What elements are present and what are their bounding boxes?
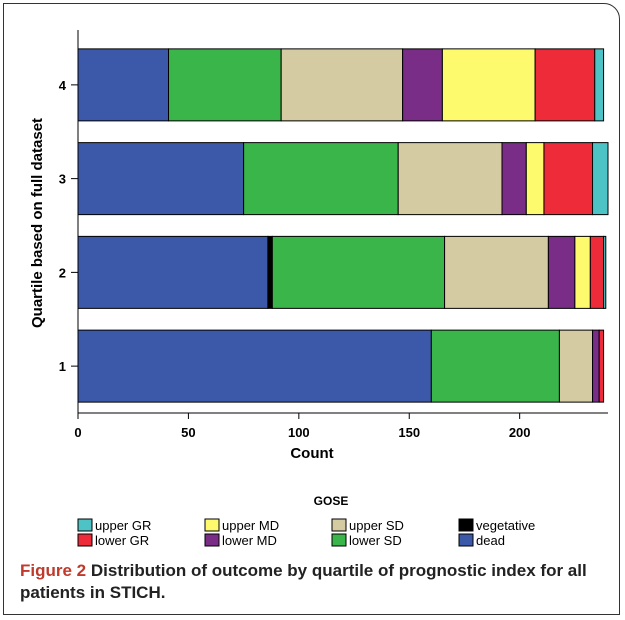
- bar-segment-2-upper-GR: [603, 235, 607, 309]
- bar-segment-1-lower-GR: [598, 329, 605, 403]
- bar-segment-1-lower-SD: [430, 329, 560, 403]
- bar-segment-2-lower-GR: [589, 235, 605, 309]
- legend-label-upper-MD: upper MD: [222, 518, 279, 533]
- y-axis-label: Quartile based on full dataset: [29, 118, 46, 328]
- x-tick-label-200: 200: [509, 425, 531, 440]
- bar-segment-4-lower-SD: [168, 48, 282, 122]
- bars-layer: 4 3 2 1: [59, 48, 609, 403]
- bar-segment-3-dead: [77, 142, 245, 216]
- legend-label-lower-GR: lower GR: [95, 533, 149, 548]
- legend: upper GR upper MD upper SD vegetative lower …: [77, 518, 535, 548]
- legend-swatch-upper-MD: [204, 518, 220, 532]
- bar-segment-1-upper-SD: [558, 329, 594, 403]
- bar-segment-3-lower-GR: [543, 142, 594, 216]
- legend-swatch-lower-MD: [204, 533, 220, 547]
- x-tick-label-150: 150: [398, 425, 420, 440]
- legend-label-upper-GR: upper GR: [95, 518, 151, 533]
- legend-title: GOSE: [314, 494, 349, 508]
- bar-segment-3-upper-SD: [397, 142, 503, 216]
- bar-segment-3-upper-MD: [525, 142, 545, 216]
- bar-segment-2-upper-MD: [574, 235, 591, 309]
- bar-segment-2-upper-SD: [444, 235, 549, 309]
- x-tick-label-100: 100: [288, 425, 310, 440]
- x-axis-label: Count: [290, 445, 333, 462]
- figure-caption: Figure 2 Distribution of outcome by quar…: [20, 560, 610, 604]
- x-tick-label-50: 50: [181, 425, 195, 440]
- bar-segment-2-vegetative: [267, 235, 273, 309]
- stacked-bar-chart: 4 3 2 1 0 50 100 150 200 Count Quartile based o…: [29, 30, 609, 548]
- legend-swatch-upper-GR: [77, 518, 93, 532]
- y-tick-label-4: 4: [59, 78, 67, 93]
- legend-swatch-upper-SD: [331, 518, 347, 532]
- bar-segment-4-lower-MD: [402, 48, 443, 122]
- x-tick-label-0: 0: [74, 425, 81, 440]
- bar-segment-1-dead: [77, 329, 432, 403]
- bar-segment-4-lower-GR: [534, 48, 596, 122]
- figure-frame: [3, 3, 620, 615]
- bar-segment-3-upper-GR: [592, 142, 609, 216]
- legend-swatch-vegetative: [458, 518, 474, 532]
- bar-segment-1-lower-MD: [592, 329, 600, 403]
- bar-segment-3-lower-SD: [243, 142, 399, 216]
- legend-swatch-lower-GR: [77, 533, 93, 547]
- caption-text: Distribution of outcome by quartile of p…: [20, 561, 587, 602]
- y-tick-label-1: 1: [59, 359, 66, 374]
- bar-segment-4-upper-GR: [594, 48, 605, 122]
- legend-label-lower-SD: lower SD: [349, 533, 402, 548]
- legend-swatch-dead: [458, 533, 474, 547]
- chart-panel: 4 3 2 1 0 50 100 150 200 Count Quartile based o…: [8, 8, 614, 558]
- y-tick-label-2: 2: [59, 265, 66, 280]
- bar-segment-4-dead: [77, 48, 170, 122]
- bar-segment-2-lower-SD: [271, 235, 446, 309]
- y-tick-label-3: 3: [59, 172, 66, 187]
- bar-segment-4-upper-MD: [441, 48, 536, 122]
- bar-segment-3-lower-MD: [501, 142, 527, 216]
- bar-segment-2-lower-MD: [547, 235, 576, 309]
- bar-segment-4-upper-SD: [280, 48, 404, 122]
- caption-label: Figure 2: [20, 561, 87, 580]
- axes-layer: 0 50 100 150 200: [74, 30, 608, 440]
- legend-label-upper-SD: upper SD: [349, 518, 404, 533]
- legend-label-vegetative: vegetative: [476, 518, 535, 533]
- bar-segment-2-dead: [77, 235, 269, 309]
- legend-swatch-lower-SD: [331, 533, 347, 547]
- legend-label-dead: dead: [476, 533, 505, 548]
- legend-label-lower-MD: lower MD: [222, 533, 277, 548]
